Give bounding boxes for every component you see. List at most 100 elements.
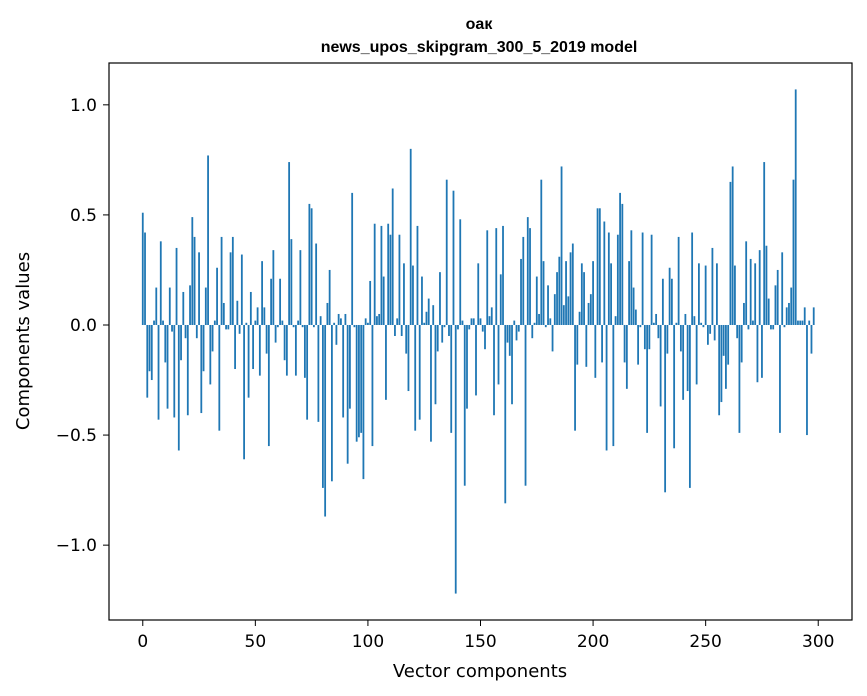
bar-53 bbox=[261, 261, 263, 325]
bar-183 bbox=[553, 294, 556, 325]
bar-227 bbox=[652, 322, 655, 325]
bar-195 bbox=[580, 263, 583, 325]
bar-207 bbox=[607, 232, 610, 325]
bar-232 bbox=[664, 324, 667, 493]
bar-298 bbox=[812, 307, 815, 325]
bar-12 bbox=[168, 287, 171, 325]
bar-55 bbox=[265, 324, 268, 354]
bar-252 bbox=[709, 324, 712, 334]
bar-144 bbox=[466, 324, 468, 409]
bar-265 bbox=[738, 324, 741, 433]
bar-151 bbox=[481, 324, 484, 332]
bar-13 bbox=[171, 324, 173, 332]
bar-268 bbox=[745, 241, 748, 325]
bar-245 bbox=[693, 316, 696, 325]
bar-269 bbox=[747, 324, 750, 330]
bar-22 bbox=[191, 217, 194, 325]
bar-260 bbox=[727, 324, 730, 365]
bar-94 bbox=[353, 324, 356, 328]
bar-279 bbox=[770, 324, 772, 330]
bar-225 bbox=[648, 324, 651, 350]
bar-192 bbox=[574, 324, 576, 431]
bar-165 bbox=[513, 320, 516, 325]
bar-91 bbox=[346, 324, 349, 464]
bar-40 bbox=[231, 236, 234, 325]
x-tick-label-5: 250 bbox=[689, 632, 721, 652]
bar-248 bbox=[700, 322, 703, 325]
bar-15 bbox=[175, 247, 178, 325]
bar-83 bbox=[328, 269, 331, 325]
bar-67 bbox=[292, 324, 295, 328]
bar-275 bbox=[761, 324, 763, 378]
bar-205 bbox=[603, 221, 606, 325]
bar-54 bbox=[263, 307, 266, 325]
bar-17 bbox=[180, 324, 182, 361]
bar-102 bbox=[371, 324, 374, 447]
x-tick-label-1: 50 bbox=[245, 632, 267, 652]
bar-164 bbox=[511, 324, 513, 405]
bar-172 bbox=[529, 228, 531, 325]
bar-59 bbox=[274, 324, 277, 343]
bar-60 bbox=[276, 324, 279, 328]
bar-203 bbox=[598, 208, 601, 325]
bar-198 bbox=[587, 302, 590, 325]
bar-135 bbox=[445, 179, 448, 325]
x-tick-label-3: 150 bbox=[464, 632, 496, 652]
bar-68 bbox=[294, 324, 297, 376]
bar-226 bbox=[650, 234, 653, 325]
bar-273 bbox=[756, 324, 759, 383]
bar-238 bbox=[677, 236, 680, 325]
bar-126 bbox=[425, 311, 428, 325]
bar-156 bbox=[493, 324, 495, 416]
x-tick-label-2: 100 bbox=[352, 632, 384, 652]
bar-289 bbox=[792, 179, 795, 325]
chart-title: оак bbox=[466, 16, 494, 33]
bar-186 bbox=[560, 166, 563, 325]
bar-147 bbox=[472, 318, 475, 325]
bar-61 bbox=[279, 278, 282, 325]
bar-267 bbox=[743, 302, 745, 325]
bar-84 bbox=[331, 324, 333, 482]
bar-158 bbox=[497, 324, 500, 385]
bar-199 bbox=[589, 294, 592, 325]
bar-110 bbox=[389, 234, 392, 325]
bar-5 bbox=[153, 320, 155, 325]
y-tick-label-4: −1.0 bbox=[56, 536, 97, 556]
bar-8 bbox=[159, 241, 162, 325]
bar-47 bbox=[247, 324, 250, 398]
bar-50 bbox=[254, 320, 257, 325]
bar-222 bbox=[641, 232, 644, 325]
bar-169 bbox=[522, 236, 525, 325]
bar-150 bbox=[479, 318, 482, 325]
bar-77 bbox=[315, 243, 318, 325]
bar-162 bbox=[506, 324, 509, 343]
bar-140 bbox=[457, 324, 459, 330]
bar-290 bbox=[794, 89, 797, 325]
bar-200 bbox=[592, 261, 594, 325]
bar-246 bbox=[695, 324, 698, 385]
bar-149 bbox=[477, 263, 480, 325]
bar-209 bbox=[612, 324, 615, 447]
bar-250 bbox=[704, 265, 707, 325]
bar-234 bbox=[668, 267, 671, 325]
bar-125 bbox=[423, 322, 426, 325]
bar-16 bbox=[177, 324, 180, 451]
bar-284 bbox=[781, 252, 784, 325]
bar-157 bbox=[495, 228, 498, 325]
bar-255 bbox=[716, 263, 718, 325]
x-tick-label-4: 200 bbox=[577, 632, 609, 652]
bar-145 bbox=[468, 324, 471, 330]
bar-73 bbox=[306, 324, 309, 420]
bar-247 bbox=[698, 263, 700, 325]
bar-9 bbox=[162, 320, 164, 325]
bar-35 bbox=[220, 236, 223, 325]
bar-142 bbox=[461, 320, 464, 325]
bar-188 bbox=[565, 261, 567, 325]
bar-1 bbox=[144, 232, 146, 325]
bar-214 bbox=[623, 324, 626, 363]
bar-143 bbox=[463, 324, 466, 486]
bar-274 bbox=[758, 250, 761, 325]
bar-127 bbox=[427, 298, 430, 325]
bar-258 bbox=[722, 324, 725, 356]
